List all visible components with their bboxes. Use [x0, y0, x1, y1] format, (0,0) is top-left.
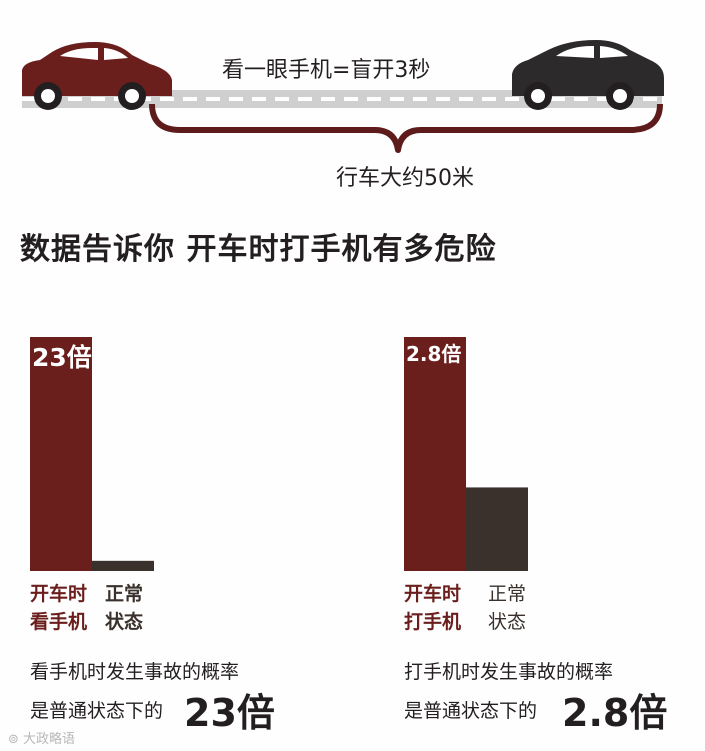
page-title: 数据告诉你 开车时打手机有多危险 — [20, 232, 497, 267]
chart1-category-label-1: 开车时 看手机 — [30, 583, 88, 633]
watermark: ⊚ 大政略语 — [8, 728, 75, 747]
chart2-description-line1: 打手机时发生事故的概率 — [404, 661, 614, 683]
chart2-big-value: 2.8倍 — [562, 691, 668, 735]
watermark-text: 大政略语 — [23, 732, 76, 747]
chart1-description-prefix: 是普通状态下的 — [30, 700, 164, 722]
road-caption-bottom: 行车大约50米 — [336, 166, 474, 191]
chart1-bar-1 — [30, 337, 92, 571]
distance-brace — [149, 103, 663, 153]
black-car-icon — [512, 40, 664, 110]
chart2-data-label: 2.8倍 — [406, 342, 461, 366]
chart2-description-line2: 是普通状态下的 — [404, 696, 537, 723]
chart1-category-label-2: 正常 状态 — [105, 583, 144, 633]
red-car-icon — [22, 42, 172, 110]
road-illustration — [22, 40, 664, 153]
weibo-icon: ⊚ — [8, 732, 19, 747]
chart-phone-call: 2.8倍 — [404, 337, 528, 571]
chart1-bar-2 — [92, 560, 154, 571]
chart-phone-look: 23倍 — [30, 337, 154, 571]
road-caption-top: 看一眼手机=盲开3秒 — [222, 58, 431, 83]
chart2-category-label-2: 正常 状态 — [488, 583, 527, 633]
chart1-big-value: 23倍 — [184, 691, 275, 735]
chart1-description-line1: 看手机时发生事故的概率 — [30, 661, 240, 683]
chart2-bar-1 — [404, 337, 466, 571]
chart1-description-line2: 是普通状态下的 — [30, 696, 163, 723]
road — [22, 90, 662, 108]
chart2-category-label-1: 开车时 打手机 — [404, 583, 462, 633]
chart2-description-prefix: 是普通状态下的 — [404, 700, 538, 722]
chart1-data-label: 23倍 — [32, 343, 92, 372]
chart2-bar-2 — [466, 487, 528, 571]
